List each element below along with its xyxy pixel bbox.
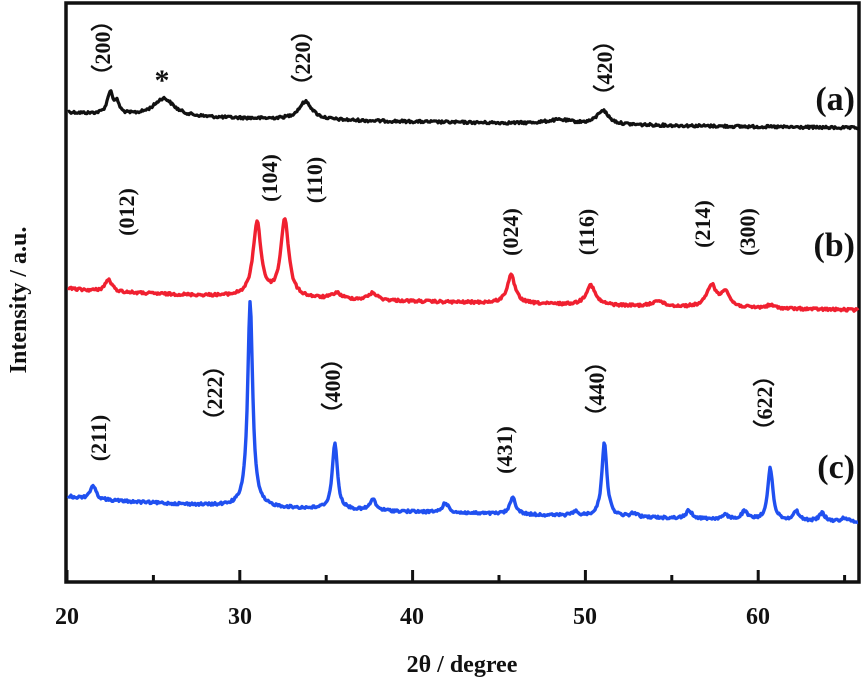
series-a-curve: [67, 89, 859, 131]
series-curves: [66, 89, 860, 524]
peak-label-222: （222）: [202, 354, 227, 431]
y-axis-title: Intensity / a.u.: [6, 227, 32, 374]
peak-label-440: （440）: [584, 350, 609, 427]
x-tick-label-50: 50: [573, 604, 597, 630]
peak-label-400: （400）: [320, 347, 345, 424]
peak-label-214: (214): [690, 200, 715, 248]
peak-label-300: (300): [735, 208, 760, 256]
x-tick-label-40: 40: [400, 604, 424, 630]
series-label-a: (a): [815, 81, 855, 118]
peak-label-622: （622）: [752, 364, 777, 441]
series-b-curve: [66, 217, 860, 313]
x-tick-label-60: 60: [746, 604, 770, 630]
series-label-c: (c): [817, 449, 855, 486]
peak-label-116: (116): [574, 209, 599, 255]
series-a-peak-labels: （200） * （220） （420）: [90, 9, 617, 106]
x-axis-title: 2θ / degree: [407, 652, 518, 678]
peak-label-431: (431): [492, 426, 517, 474]
series-c-peak-labels: (211) （222） （400） (431) （440） （622）: [86, 347, 777, 473]
series-label-b: (b): [813, 227, 855, 264]
peak-label-110: (110): [302, 157, 327, 203]
peak-label-012: (012): [114, 188, 139, 236]
peak-label-420: （420）: [592, 29, 617, 106]
peak-label-104: (104): [257, 154, 282, 202]
series-c-curve: [66, 300, 859, 524]
x-axis-tick-labels: 20 30 40 50 60: [55, 604, 770, 630]
peak-label-star: *: [155, 64, 170, 97]
peak-label-200: （200）: [90, 9, 115, 86]
series-b-peak-labels: (012) (104) (110) (024) (116) (214) (300…: [114, 154, 760, 256]
peak-label-024: (024): [498, 208, 523, 256]
x-tick-label-20: 20: [55, 604, 79, 630]
x-axis-ticks: [65, 570, 847, 582]
plot-frame: [64, 1, 861, 584]
peak-label-220: （220）: [290, 19, 315, 96]
peak-label-211: (211): [86, 415, 111, 461]
x-tick-label-30: 30: [228, 604, 252, 630]
